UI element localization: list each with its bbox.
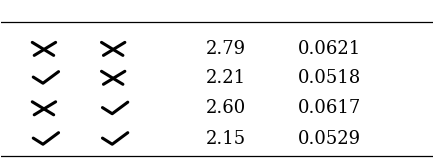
Text: 0.0621: 0.0621 <box>298 40 361 58</box>
Text: 2.60: 2.60 <box>206 99 246 117</box>
Text: 2.79: 2.79 <box>206 40 246 58</box>
Text: 0.0529: 0.0529 <box>298 130 361 148</box>
Text: 2.21: 2.21 <box>206 69 246 87</box>
Text: 2.15: 2.15 <box>206 130 246 148</box>
Text: 0.0617: 0.0617 <box>298 99 361 117</box>
Text: 0.0518: 0.0518 <box>298 69 361 87</box>
